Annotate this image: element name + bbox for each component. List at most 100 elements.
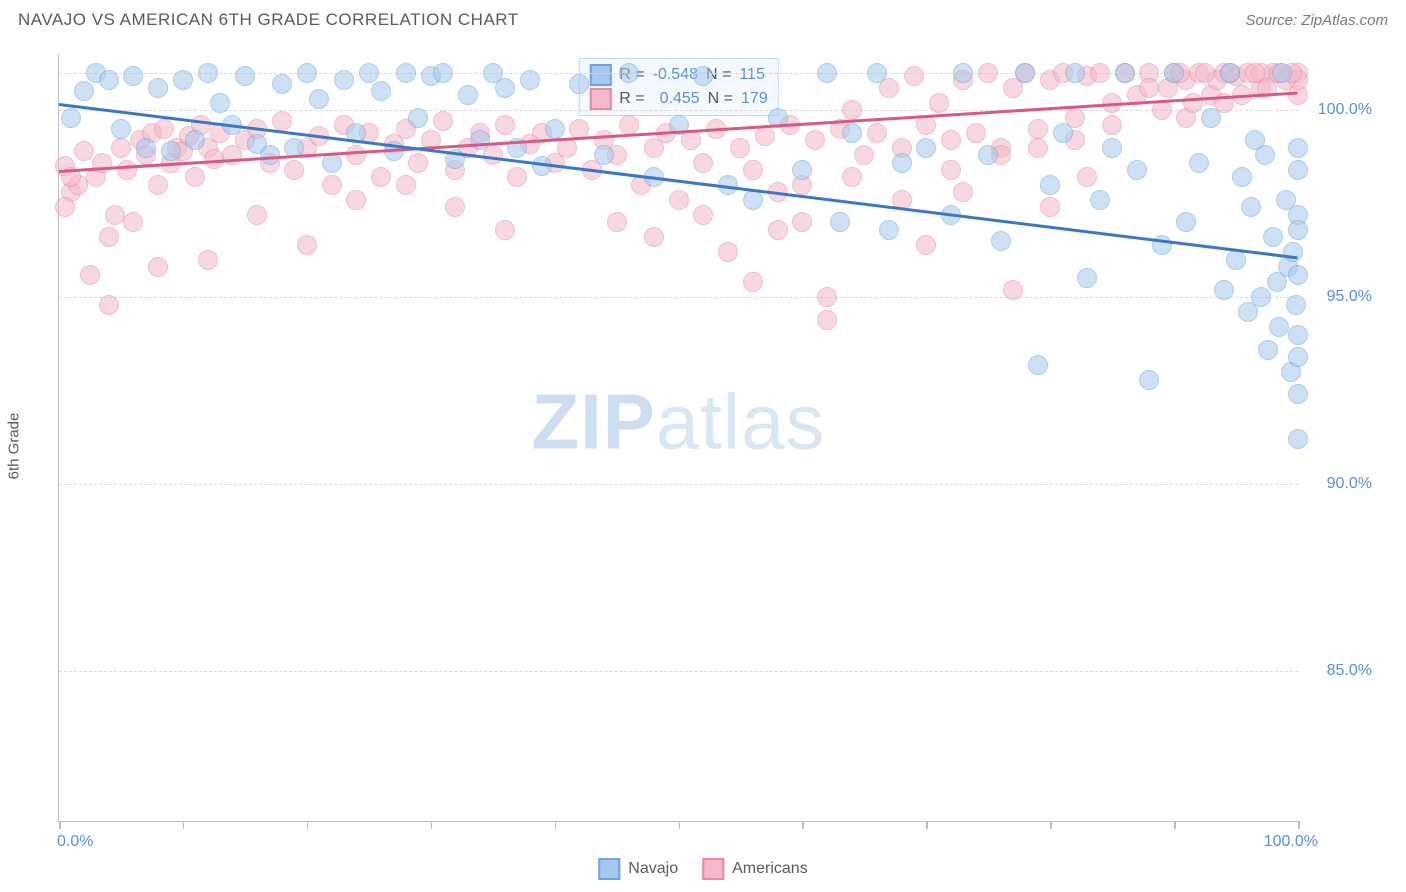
americans-point: [346, 190, 366, 210]
americans-point: [842, 100, 862, 120]
navajo-point: [1220, 63, 1240, 83]
navajo-point: [235, 66, 255, 86]
navajo-point: [148, 78, 168, 98]
americans-point: [953, 182, 973, 202]
navajo-point: [1115, 63, 1135, 83]
stats-row-americans: R = 0.455 N = 179: [589, 87, 767, 111]
navajo-point: [693, 66, 713, 86]
x-tick: [802, 821, 804, 829]
americans-point: [1195, 63, 1215, 83]
americans-point: [123, 212, 143, 232]
navajo-point: [1288, 347, 1308, 367]
navajo-point: [1214, 280, 1234, 300]
r-label: R =: [619, 87, 644, 111]
americans-point: [1077, 167, 1097, 187]
americans-point: [99, 295, 119, 315]
navajo-point: [1255, 145, 1275, 165]
stats-row-navajo: R = -0.548 N = 115: [589, 63, 767, 87]
chart-source: Source: ZipAtlas.com: [1245, 12, 1388, 29]
navajo-point: [433, 63, 453, 83]
americans-point: [854, 145, 874, 165]
americans-point: [817, 310, 837, 330]
navajo-point: [123, 66, 143, 86]
navajo-swatch-icon: [589, 64, 611, 86]
x-tick: [926, 821, 928, 829]
navajo-point: [495, 78, 515, 98]
navajo-point: [743, 190, 763, 210]
americans-point: [718, 242, 738, 262]
americans-point: [1139, 78, 1159, 98]
navajo-point: [309, 89, 329, 109]
americans-point: [730, 138, 750, 158]
navajo-point: [1258, 340, 1278, 360]
n-label: N =: [708, 87, 733, 111]
americans-point: [867, 123, 887, 143]
y-axis-label: 6th Grade: [6, 413, 23, 480]
navajo-point: [830, 212, 850, 232]
americans-point: [396, 175, 416, 195]
navajo-point: [1286, 295, 1306, 315]
americans-point: [111, 138, 131, 158]
chart-container: 6th Grade ZIPatlas R = -0.548 N = 115 R …: [18, 40, 1388, 852]
americans-swatch-icon: [589, 88, 611, 110]
americans-point: [1245, 63, 1265, 83]
americans-point: [408, 153, 428, 173]
americans-point: [1003, 280, 1023, 300]
navajo-point: [1288, 325, 1308, 345]
x-tick: [431, 821, 433, 829]
americans-point: [693, 205, 713, 225]
navajo-point: [334, 70, 354, 90]
navajo-point: [99, 70, 119, 90]
americans-point: [322, 175, 342, 195]
navajo-point: [978, 145, 998, 165]
plot-area: ZIPatlas R = -0.548 N = 115 R = 0.455 N …: [58, 54, 1298, 822]
navajo-point: [297, 63, 317, 83]
navajo-point: [892, 153, 912, 173]
navajo-point: [1232, 167, 1252, 187]
americans-point: [978, 63, 998, 83]
americans-point: [495, 220, 515, 240]
navajo-point: [458, 85, 478, 105]
americans-point: [743, 160, 763, 180]
navajo-point: [842, 123, 862, 143]
x-tick: [555, 821, 557, 829]
x-axis-min-label: 0.0%: [57, 833, 93, 851]
navajo-point: [1127, 160, 1147, 180]
americans-point: [768, 220, 788, 240]
americans-legend-swatch-icon: [702, 858, 724, 880]
navajo-point: [916, 138, 936, 158]
navajo-point: [260, 145, 280, 165]
watermark: ZIPatlas: [531, 377, 825, 468]
navajo-point: [1201, 108, 1221, 128]
americans-point: [755, 126, 775, 146]
y-tick-label: 85.0%: [1327, 662, 1372, 680]
stats-legend-box: R = -0.548 N = 115 R = 0.455 N = 179: [578, 58, 778, 116]
americans-point: [433, 111, 453, 131]
navajo-point: [136, 138, 156, 158]
americans-point: [842, 167, 862, 187]
navajo-point: [210, 93, 230, 113]
navajo-point: [1176, 212, 1196, 232]
navajo-point: [1053, 123, 1073, 143]
navajo-point: [470, 130, 490, 150]
americans-point: [297, 235, 317, 255]
navajo-point: [61, 108, 81, 128]
americans-point: [1090, 63, 1110, 83]
navajo-n-value: 115: [739, 63, 765, 87]
navajo-point: [111, 119, 131, 139]
navajo-point: [1139, 370, 1159, 390]
americans-point: [916, 235, 936, 255]
navajo-point: [74, 81, 94, 101]
americans-point: [507, 167, 527, 187]
navajo-point: [569, 74, 589, 94]
americans-point: [1028, 138, 1048, 158]
navajo-point: [1288, 220, 1308, 240]
americans-point: [941, 130, 961, 150]
americans-point: [817, 287, 837, 307]
americans-point: [619, 115, 639, 135]
x-tick: [679, 821, 681, 829]
americans-point: [272, 111, 292, 131]
navajo-point: [1077, 268, 1097, 288]
americans-point: [1183, 93, 1203, 113]
americans-point: [743, 272, 763, 292]
